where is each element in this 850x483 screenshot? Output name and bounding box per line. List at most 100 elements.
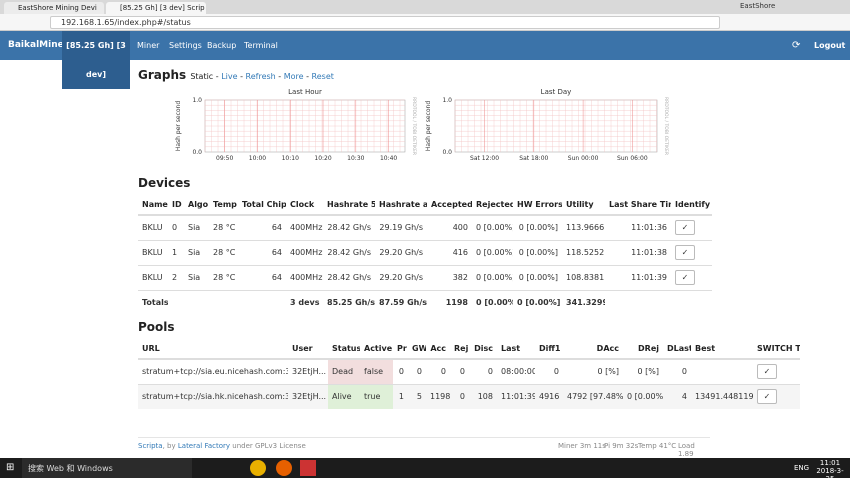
cell xyxy=(671,289,712,315)
cell: 0 xyxy=(469,358,497,384)
cell: 1 xyxy=(393,383,408,409)
column-header: URL xyxy=(138,338,288,360)
cell: 11:01:38 xyxy=(605,239,671,265)
nav-link[interactable]: Settings xyxy=(169,41,202,50)
app-icon[interactable] xyxy=(300,460,316,476)
column-header: ID xyxy=(168,194,184,216)
language[interactable]: ENG xyxy=(794,464,810,472)
cell: Sia xyxy=(184,214,209,240)
column-header: Pr xyxy=(393,338,408,360)
column-header: SWITCH TO xyxy=(753,338,800,360)
link[interactable]: Lateral Factory xyxy=(177,442,231,450)
cell: 0 [0.00%] xyxy=(472,264,513,290)
y-tick-label: 1.0 xyxy=(192,97,202,104)
graphs: Last Hour Hash per second RRDTOOL / TOBI O… xyxy=(175,88,669,162)
cell: 0 xyxy=(535,358,563,384)
search-box[interactable]: 搜索 Web 和 Windows xyxy=(22,458,192,478)
logout[interactable]: Logout xyxy=(814,41,846,50)
x-tick-label: 09:50 xyxy=(216,155,233,162)
tab[interactable]: EastShore Mining Devi xyxy=(4,2,104,14)
cell: 0 [0.00%] xyxy=(513,289,562,315)
cell: 1198 xyxy=(426,383,450,409)
profile[interactable]: EastShore xyxy=(740,2,776,10)
separator: - xyxy=(278,72,282,81)
cell: 11:01:36 xyxy=(605,214,671,240)
brand[interactable]: BaikalMiner xyxy=(8,40,69,50)
cell: 0 [0.00%] xyxy=(623,383,663,409)
refresh-icon[interactable]: ⟳ xyxy=(792,40,801,51)
graph-link[interactable]: Refresh xyxy=(245,72,276,81)
cell xyxy=(168,289,184,315)
cell: 08:00:00 xyxy=(497,358,535,384)
cell: 0 xyxy=(450,383,469,409)
nav-link[interactable]: Terminal xyxy=(244,41,278,50)
cell: 341.3299 xyxy=(562,289,605,315)
device-row: BKLU 0 Sia 28 °C 64 400MHz 28.42 Gh/s 29.19 Gh/… xyxy=(138,214,712,240)
identify-button[interactable]: ✓ xyxy=(675,270,695,285)
cell: 400MHz xyxy=(286,239,323,265)
graph-link[interactable]: More xyxy=(283,72,304,81)
nav-status[interactable]: [85.25 Gh] [3 dev] xyxy=(62,31,130,89)
cell: 4792 [97.48%] xyxy=(563,383,623,409)
graphs-title: Graphs xyxy=(138,68,187,82)
cell: 64 xyxy=(238,239,286,265)
y-label: Hash per second xyxy=(175,101,182,151)
tab[interactable]: [85.25 Gh] [3 dev] Scrip xyxy=(106,2,206,14)
cell: 87.59 Gh/s xyxy=(375,289,427,315)
address-bar[interactable]: 192.168.1.65/index.php#/status xyxy=(50,16,720,29)
cell: 400MHz xyxy=(286,214,323,240)
cell xyxy=(691,358,753,384)
column-header: Rej xyxy=(450,338,469,360)
cell: 0 xyxy=(408,358,426,384)
cell: 416 xyxy=(427,239,472,265)
cell: 0 xyxy=(393,358,408,384)
start-button[interactable]: ⊞ xyxy=(6,462,15,473)
column-header: Identify xyxy=(671,194,712,216)
column-header: Name xyxy=(138,194,168,216)
cell: false xyxy=(360,358,393,384)
column-header: HW Errors xyxy=(513,194,562,216)
graph-link[interactable]: Reset xyxy=(311,72,334,81)
stat: Temp 41°C xyxy=(638,442,677,450)
separator: - xyxy=(306,72,309,81)
cell: true xyxy=(360,383,393,409)
x-tick-label: 10:00 xyxy=(249,155,266,162)
date: 2018-3-25 xyxy=(816,467,844,483)
identify-button[interactable]: ✓ xyxy=(675,245,695,260)
device-row: BKLU 1 Sia 28 °C 64 400MHz 28.42 Gh/s 29.20 Gh/… xyxy=(138,239,712,265)
cell: 400MHz xyxy=(286,264,323,290)
graph-link[interactable]: Live xyxy=(221,72,238,81)
cell: 108 xyxy=(469,383,497,409)
column-header: Algo xyxy=(184,194,209,216)
column-header: Acc xyxy=(426,338,450,360)
cell xyxy=(209,289,238,315)
column-header: User xyxy=(288,338,328,360)
taskbar: ⊞ 搜索 Web 和 Windows ENG 11:01 2018-3-25 xyxy=(0,458,850,483)
graph-title: Last Day xyxy=(541,88,572,96)
clock[interactable]: 11:01 2018-3-25 xyxy=(814,459,846,483)
switch-button[interactable]: ✓ xyxy=(757,389,777,405)
switch-button[interactable]: ✓ xyxy=(757,364,777,380)
cell: 0 [0.00%] xyxy=(513,264,562,290)
app-icon[interactable] xyxy=(276,460,292,476)
nav-link[interactable]: Miner xyxy=(137,41,160,50)
nav-link[interactable]: Backup xyxy=(207,41,237,50)
app-icon[interactable] xyxy=(250,460,266,476)
cell: 1 xyxy=(168,239,184,265)
graph-title: Last Hour xyxy=(288,88,322,96)
pool-row: stratum+tcp://sia.hk.nicehash.com:336032… xyxy=(138,383,800,409)
identify-button[interactable]: ✓ xyxy=(675,220,695,236)
cell: 11:01:39 xyxy=(605,264,671,290)
cell: 108.8381 xyxy=(562,264,605,290)
cell: BKLU xyxy=(138,264,168,290)
column-header: Rejected xyxy=(472,194,513,216)
column-header: DRej xyxy=(623,338,663,360)
column-header: Accepted xyxy=(427,194,472,216)
cell: 32EtjH... xyxy=(288,358,328,384)
x-tick-label: Sat 18:00 xyxy=(519,155,548,162)
column-header: DAcc xyxy=(563,338,623,360)
stat: Load 1.89 xyxy=(678,442,695,458)
cell: 400 xyxy=(427,214,472,240)
link[interactable]: Scripta xyxy=(138,442,163,450)
column-header: Clock xyxy=(286,194,323,216)
